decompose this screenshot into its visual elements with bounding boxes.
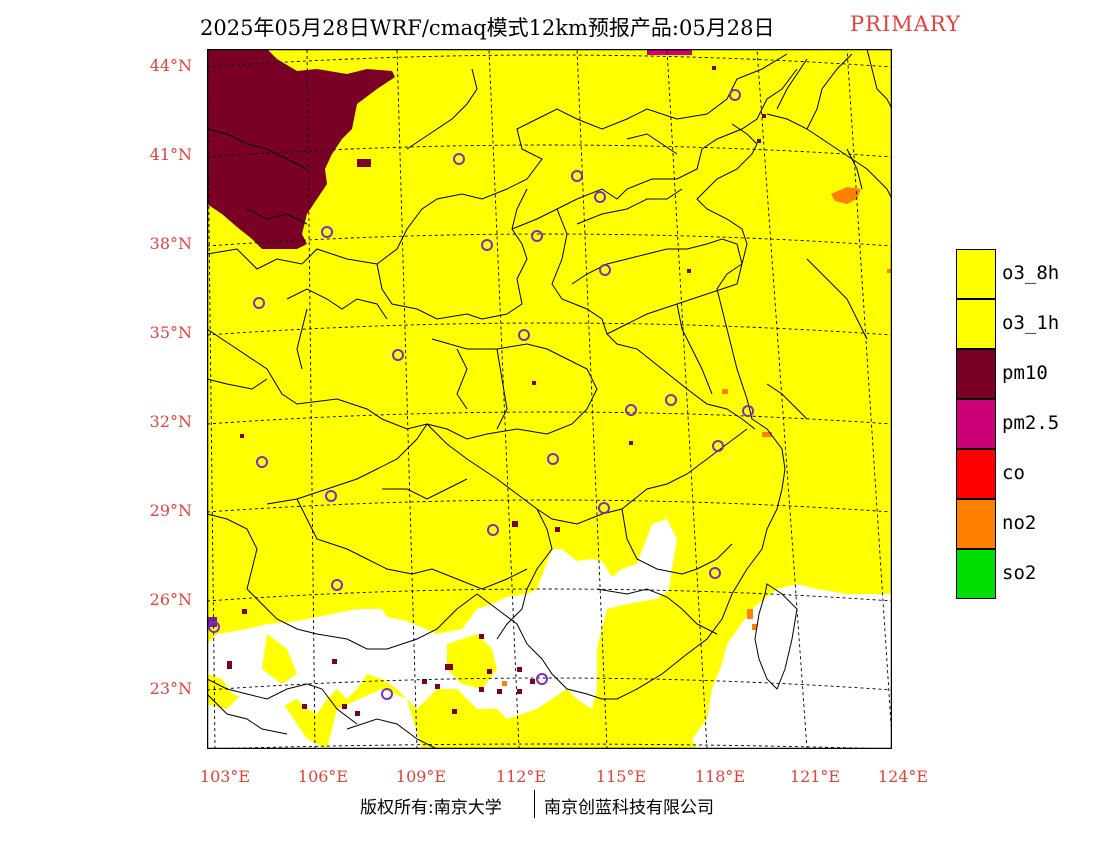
station-marker bbox=[253, 297, 265, 309]
station-marker bbox=[325, 490, 337, 502]
lon-label-103e: 103°E bbox=[199, 767, 251, 786]
legend-label: o3_1h bbox=[1002, 312, 1060, 334]
copyright-owner: 版权所有:南京大学 bbox=[360, 798, 502, 818]
station-marker bbox=[547, 453, 559, 465]
station-marker bbox=[392, 349, 404, 361]
lat-label-38n: 38°N bbox=[149, 234, 192, 253]
legend-swatch bbox=[956, 249, 996, 299]
lon-label-106e: 106°E bbox=[297, 767, 349, 786]
lon-label-118e: 118°E bbox=[694, 767, 746, 786]
lon-label-115e: 115°E bbox=[595, 767, 647, 786]
station-marker bbox=[531, 230, 543, 242]
station-marker bbox=[518, 329, 530, 341]
no2-speck-1 bbox=[747, 609, 753, 619]
no2-speck-3 bbox=[722, 389, 728, 394]
station-marker bbox=[709, 567, 721, 579]
lat-label-26n: 26°N bbox=[149, 590, 192, 609]
map-title: 2025年05月28日WRF/cmaq模式12km预报产品:05月28日 bbox=[200, 16, 775, 40]
graticule bbox=[207, 49, 892, 749]
lat-label-35n: 35°N bbox=[149, 323, 192, 342]
no-data-area-taiwan-strait bbox=[692, 584, 892, 749]
no-data-area-hainan bbox=[327, 689, 422, 749]
no-data-area-coast bbox=[207, 689, 327, 749]
copyright-divider bbox=[534, 790, 535, 818]
map-panel bbox=[207, 49, 892, 749]
station-marker bbox=[256, 456, 268, 468]
station-markers bbox=[208, 89, 754, 700]
station-marker bbox=[481, 239, 493, 251]
pm25-speck-top bbox=[647, 49, 692, 55]
map-border bbox=[207, 49, 892, 749]
station-marker bbox=[208, 621, 220, 633]
pm10-specks-south bbox=[227, 66, 766, 716]
station-marker bbox=[712, 440, 724, 452]
boundaries bbox=[207, 49, 892, 749]
lat-label-29n: 29°N bbox=[149, 501, 192, 520]
lon-label-112e: 112°E bbox=[495, 767, 547, 786]
no-data-area-south bbox=[207, 519, 677, 719]
legend-swatch bbox=[956, 349, 996, 399]
pollutant-map bbox=[207, 49, 892, 749]
lat-label-41n: 41°N bbox=[149, 145, 192, 164]
lat-label-44n: 44°N bbox=[149, 56, 192, 75]
station-marker bbox=[331, 579, 343, 591]
legend-swatch bbox=[956, 299, 996, 349]
legend-label: o3_8h bbox=[1002, 262, 1060, 284]
lat-label-32n: 32°N bbox=[149, 412, 192, 431]
no2-area-korea bbox=[831, 187, 861, 204]
pm10-speck bbox=[357, 159, 371, 167]
o3-patch-guangxi bbox=[447, 634, 497, 689]
legend-label: no2 bbox=[1002, 512, 1037, 534]
station-marker bbox=[729, 89, 741, 101]
pm10-area bbox=[207, 49, 395, 249]
legend-label: pm10 bbox=[1002, 362, 1048, 384]
o3-patch-west bbox=[262, 634, 297, 684]
station-marker bbox=[571, 170, 583, 182]
no2-speck-6 bbox=[752, 624, 757, 630]
copyright-company: 南京创蓝科技有限公司 bbox=[544, 798, 714, 818]
station-marker bbox=[487, 524, 499, 536]
legend-swatch bbox=[956, 499, 996, 549]
station-marker bbox=[599, 264, 611, 276]
legend-swatch bbox=[956, 549, 996, 599]
no2-speck-2 bbox=[887, 269, 892, 273]
station-marker bbox=[594, 191, 606, 203]
legend-swatch bbox=[956, 399, 996, 449]
no2-speck-4 bbox=[762, 432, 772, 437]
no2-speck-5 bbox=[502, 681, 507, 686]
station-marker bbox=[598, 502, 610, 514]
pollutant-label: PRIMARY bbox=[850, 12, 961, 36]
lon-label-124e: 124°E bbox=[877, 767, 929, 786]
station-marker bbox=[625, 404, 637, 416]
station-marker bbox=[536, 673, 548, 685]
legend-label: co bbox=[1002, 462, 1025, 484]
station-marker bbox=[381, 688, 393, 700]
copyright-footer: 版权所有:南京大学 南京创蓝科技有限公司 bbox=[0, 790, 1100, 820]
station-marker bbox=[453, 153, 465, 165]
title-row: 2025年05月28日WRF/cmaq模式12km预报产品:05月28日 PRI… bbox=[0, 12, 1100, 42]
o3-patch-sea bbox=[597, 689, 687, 749]
legend-swatch bbox=[956, 449, 996, 499]
station-marker bbox=[321, 226, 333, 238]
station-marker bbox=[742, 405, 754, 417]
legend-label: pm2.5 bbox=[1002, 412, 1060, 434]
station-marker bbox=[665, 394, 677, 406]
legend-label: so2 bbox=[1002, 562, 1037, 584]
lon-label-121e: 121°E bbox=[789, 767, 841, 786]
lon-label-109e: 109°E bbox=[395, 767, 447, 786]
lat-label-23n: 23°N bbox=[149, 679, 192, 698]
